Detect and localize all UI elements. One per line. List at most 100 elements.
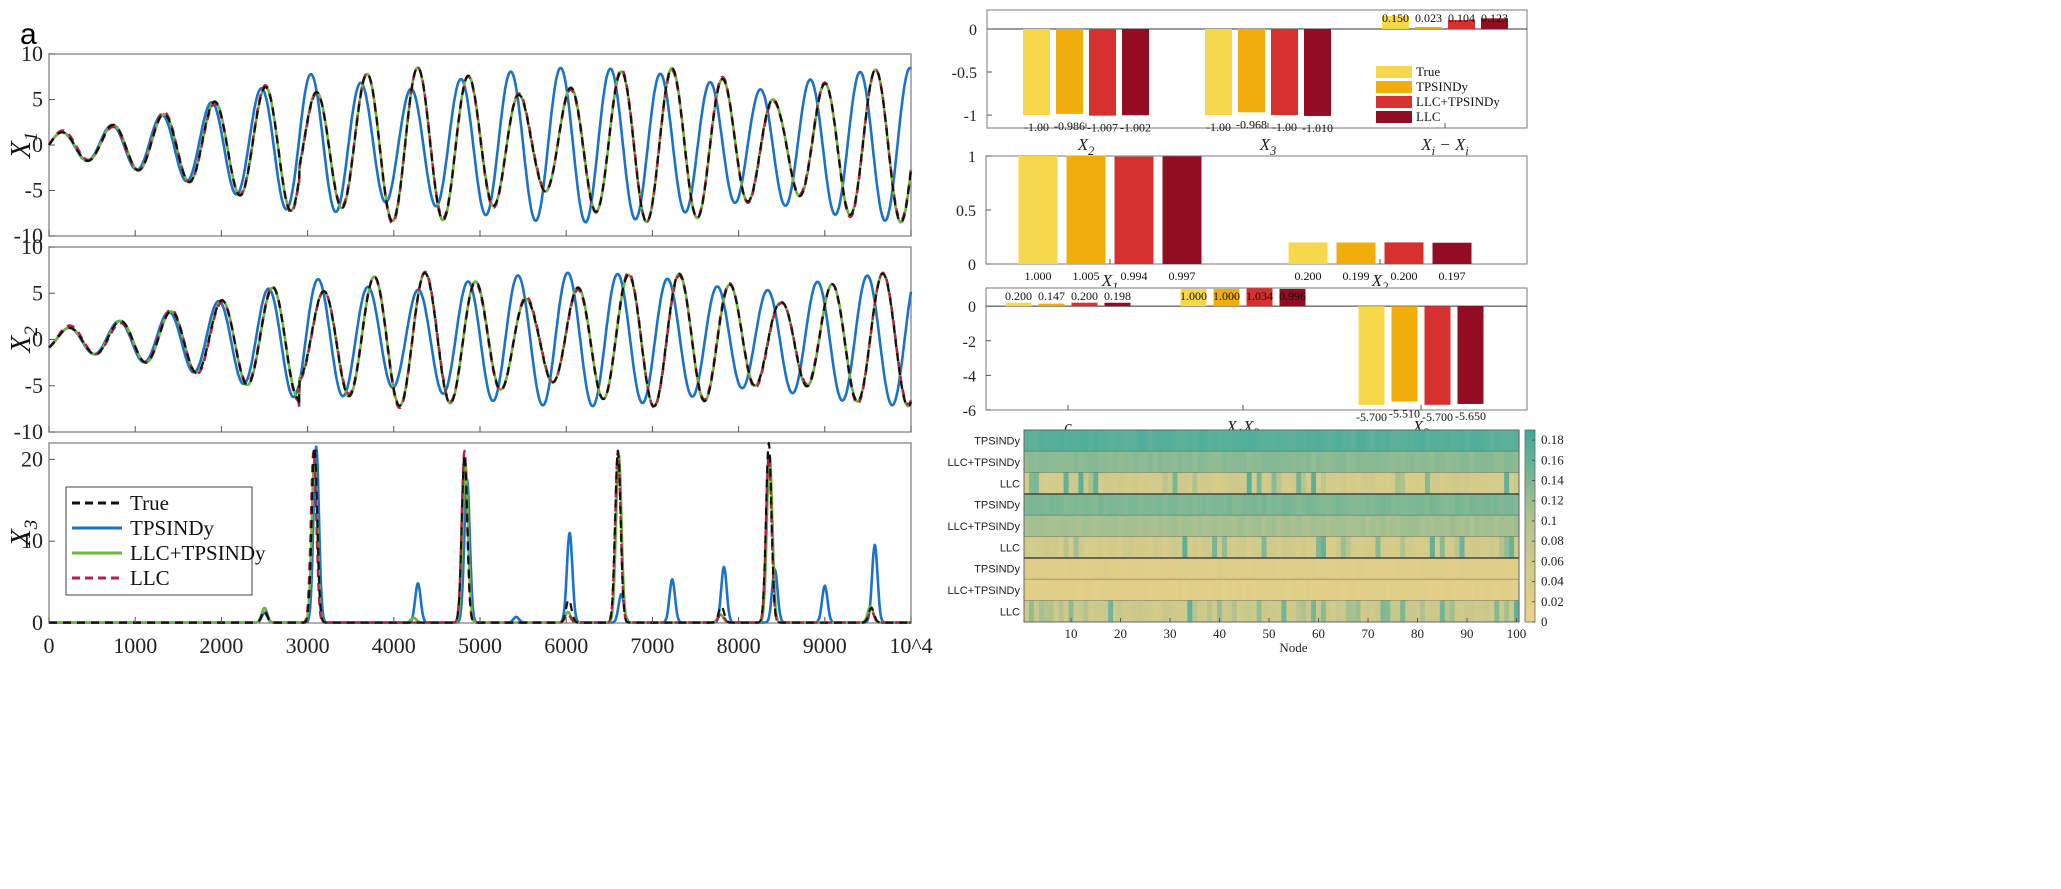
heat-cell [1127,558,1134,580]
heat-cell [1504,579,1510,602]
heat-cell [1306,536,1312,559]
heat-cell [1236,536,1243,559]
heat-cell [1098,579,1104,602]
y-tick-label: 0 [968,299,976,316]
heat-cell [1281,451,1287,474]
heat-cell [1429,494,1436,516]
colorbar-gradient [1524,429,1536,623]
series-line-true [48,271,913,408]
heat-cell [1103,579,1109,602]
heat-cell [1355,558,1362,580]
heat-cell [1509,494,1515,516]
heat-cell [1202,451,1208,474]
heat-cell [1271,600,1278,623]
x-tick-label: 100 [1507,626,1527,641]
heat-cell [1434,558,1441,580]
heatmap-row-label: LLC+TPSINDy [948,521,1021,533]
heat-cell [1325,430,1332,452]
heat-cell [1395,472,1401,495]
heat-cell [1494,515,1500,538]
heat-cell [1504,536,1510,559]
heat-cell [1514,515,1520,538]
heat-cell [1118,579,1124,602]
heat-cell [1335,472,1342,495]
colorbar-tick-label: 0.06 [1541,553,1564,568]
heat-cell [1499,451,1505,474]
heat-cell [1222,579,1228,602]
bar [1162,156,1202,264]
category-label-sub: 2 [1382,280,1388,294]
heat-cell [1499,430,1505,452]
bar [1457,306,1484,404]
heat-cell [1499,600,1505,623]
heat-cell [1281,494,1287,516]
x-tick-label: 5000 [458,633,502,658]
heat-cell [1073,472,1080,495]
heat-cell [1494,600,1500,623]
bar-value-label: -5.700 [1422,410,1453,424]
heat-cell [1187,579,1193,602]
heat-cell [1048,536,1055,559]
heat-cell [1311,430,1317,452]
heat-cell [1350,472,1357,495]
heat-cell [1444,536,1451,559]
heat-cell [1256,472,1263,495]
heat-cell [1177,600,1183,623]
heat-cell [1108,579,1114,602]
heat-cell [1187,451,1193,474]
heat-cell [1172,494,1179,516]
heat-cell [1390,430,1396,452]
heat-cell [1028,558,1035,580]
heat-cell [1499,494,1505,516]
heat-cell [1306,430,1312,452]
heat-cell [1424,430,1431,452]
heat-cell [1038,515,1045,538]
heat-cell [1241,430,1248,452]
legend-label: LLC+TPSINDy [1416,94,1500,109]
heat-cell [1172,600,1179,623]
heat-cell [1464,494,1471,516]
heat-cell [1241,451,1248,474]
colorbar-tick-label: 0.12 [1541,493,1564,508]
heat-cell [1172,430,1179,452]
heat-cell [1499,536,1505,559]
category-label: X2 [1371,271,1389,294]
heat-cell [1024,558,1030,580]
heat-cell [1424,515,1431,538]
heat-cell [1078,494,1084,516]
category-label-rest: − X [1435,135,1466,154]
heat-cell [1212,558,1218,580]
heat-cell [1118,430,1124,452]
heat-cell [1241,472,1248,495]
heat-cell [1123,600,1129,623]
y-tick-label: 0 [969,22,977,39]
heat-cell [1424,536,1431,559]
heat-cell [1088,472,1094,495]
heat-cell [1494,579,1500,602]
bar [1448,19,1475,29]
heat-cell [1063,579,1070,602]
x-tick-label: 40 [1213,626,1226,641]
heat-cell [1167,494,1174,516]
heat-cell [1469,536,1476,559]
heat-cell [1405,515,1411,538]
y-tick-label: -6 [963,403,976,420]
heat-cell [1152,515,1159,538]
heat-cell [1192,558,1198,580]
heat-cell [1291,515,1297,538]
heat-cell [1251,451,1258,474]
heat-cell [1499,472,1505,495]
heat-cell [1489,430,1495,452]
heat-cell [1385,515,1391,538]
heat-cell [1236,515,1243,538]
heat-cell [1033,579,1040,602]
heat-cell [1033,558,1040,580]
heat-cell [1330,472,1337,495]
heat-cell [1256,494,1263,516]
bar-value-label: -5.510 [1389,407,1420,421]
heat-cell [1474,430,1480,452]
heat-cell [1509,451,1515,474]
heat-cell [1296,494,1302,516]
heat-cell [1123,579,1129,602]
